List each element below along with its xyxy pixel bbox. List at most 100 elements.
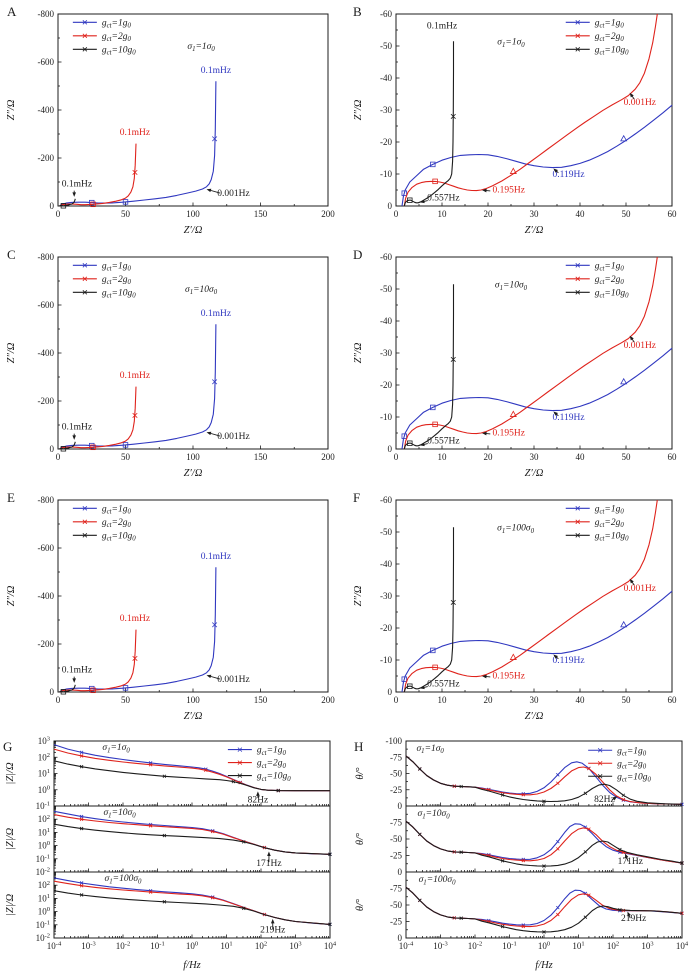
triangle-marker <box>509 167 517 174</box>
annotation-arrow <box>627 911 631 917</box>
y-tick-label: -200 <box>38 396 55 406</box>
series-black <box>53 823 331 855</box>
x-tick-label: 0 <box>56 452 61 462</box>
series-red <box>403 256 658 450</box>
x-tick-label: 0 <box>394 209 399 219</box>
x-marker <box>575 519 581 525</box>
x-marker <box>79 754 84 758</box>
panel-F-chart: F 0 10 20 30 40 50 60 0 -10 -20 -30 -40 -50 -60 Z″/Ω σ1=… <box>353 490 678 722</box>
x-tick-label: 50 <box>622 452 632 462</box>
y-tick-label: -100 <box>386 736 403 746</box>
annotation-arrow <box>419 199 425 204</box>
legend-label: gct=10g0 <box>595 45 629 56</box>
freq-annotation: 0.1mHz <box>120 128 150 138</box>
x-marker <box>276 788 281 793</box>
series-blue <box>59 567 217 693</box>
square-marker <box>122 685 129 691</box>
square-marker <box>401 433 407 439</box>
freq-annotation: 219Hz <box>621 914 646 924</box>
x-tick-label: 100 <box>186 452 200 462</box>
series-black <box>59 441 76 450</box>
x-tick-label: 100 <box>538 941 550 951</box>
series-black <box>53 760 330 792</box>
y-tick-label: -20 <box>380 380 392 390</box>
y-tick-label: 0 <box>50 687 55 697</box>
plot-area <box>53 805 331 873</box>
series-blue <box>401 347 673 450</box>
y-tick-label: 100 <box>38 840 50 850</box>
panel-D-chart: D 0 10 20 30 40 50 60 0 -10 -20 -30 -40 -50 -60 Z″/Ω σ1=… <box>353 247 677 479</box>
x-marker <box>680 802 684 807</box>
x-tick-label: 10 <box>438 209 448 219</box>
x-marker <box>597 747 603 753</box>
y-tick-label: 0 <box>388 444 393 454</box>
x-marker <box>210 895 215 900</box>
square-marker <box>60 446 67 452</box>
x-marker <box>418 832 422 837</box>
y-tick-label: -10 <box>380 412 392 422</box>
y-tick-label: 100 <box>38 784 50 794</box>
y-tick-label: -200 <box>38 639 55 649</box>
square-marker <box>89 199 95 206</box>
y-tick-label: -400 <box>38 591 55 601</box>
x-marker <box>587 893 591 897</box>
freq-annotation: 0.1mHz <box>120 371 150 381</box>
x-marker <box>575 276 581 282</box>
y-axis-label: θ/° <box>355 832 366 845</box>
x-marker <box>162 900 167 904</box>
legend-label: gct=2g0 <box>102 275 132 286</box>
triangle-marker <box>620 377 628 385</box>
y-tick-label: 10-2 <box>36 867 50 877</box>
y-tick-label: -200 <box>38 153 55 163</box>
x-axis-label: Z′/Ω <box>525 711 544 722</box>
x-tick-label: 101 <box>220 941 232 951</box>
y-tick-label: -30 <box>380 105 392 115</box>
y-tick-label: 100 <box>38 906 50 916</box>
series-black <box>53 890 331 925</box>
series-black <box>403 527 455 693</box>
panel-letter: E <box>7 490 15 505</box>
x-marker <box>500 858 505 863</box>
x-marker <box>521 792 526 797</box>
x-marker <box>450 113 456 119</box>
y-tick-label: -50 <box>390 834 402 844</box>
plot-area <box>53 871 331 939</box>
condition-label: σ1=100σ0 <box>419 875 456 886</box>
legend-label: gct=10g0 <box>257 772 291 783</box>
x-marker <box>212 136 218 142</box>
x-tick-label: 0 <box>56 209 61 219</box>
series-black <box>403 284 455 450</box>
legend-label: gct=1g0 <box>617 746 647 757</box>
freq-annotation: 0.1mHz <box>201 552 231 562</box>
square-marker <box>89 442 95 449</box>
x-marker <box>542 864 546 868</box>
legend-label: gct=10g0 <box>102 288 136 299</box>
panel-C: C 0 50 100 150 200 0 -200 -400 -600 -800 Z″/Ω σ1=10σ… <box>0 243 350 486</box>
x-marker <box>212 622 218 628</box>
x-marker <box>575 33 581 39</box>
x-tick-label: 50 <box>121 452 131 462</box>
panel-E: E 0 50 100 150 200 0 -200 -400 -600 -800 Z″/Ω 0.1mHz… <box>0 486 350 729</box>
x-marker <box>82 20 88 25</box>
x-tick-label: 10-2 <box>468 941 482 951</box>
y-tick-label: -10 <box>380 169 392 179</box>
annotation-arrow <box>629 92 634 98</box>
series-black <box>59 684 76 693</box>
y-tick-label: -60 <box>380 252 392 262</box>
x-marker <box>618 908 622 912</box>
condition-label: σ1=100σ0 <box>105 874 142 885</box>
x-tick-label: 10-1 <box>502 941 516 951</box>
annotation-arrow <box>629 578 634 584</box>
annotation-arrow <box>72 435 76 440</box>
x-tick-label: 40 <box>576 209 586 219</box>
x-tick-label: 60 <box>668 695 678 705</box>
y-axis-label: Z″/Ω <box>353 585 364 606</box>
x-axis-label: Z′/Ω <box>184 468 203 479</box>
panel-G: G 103 102 101 100 10-1 |Z|/Ω σ1=1σ0 82Hz gct=1g0 g… <box>0 729 350 978</box>
legend-label: gct=10g0 <box>595 288 629 299</box>
square-marker <box>430 647 436 654</box>
annotation-arrow <box>625 853 629 859</box>
annotation-arrow <box>629 335 634 341</box>
legend-label: gct=2g0 <box>595 32 625 43</box>
series-blue <box>59 81 217 207</box>
